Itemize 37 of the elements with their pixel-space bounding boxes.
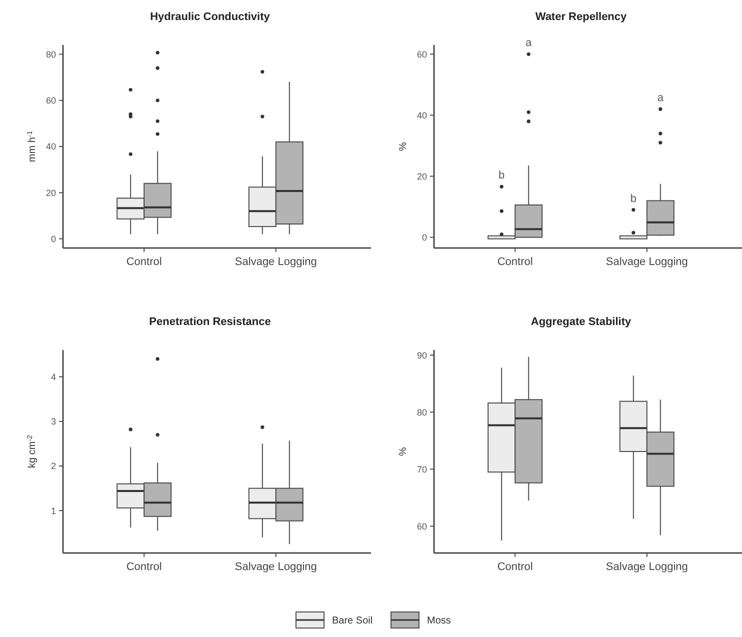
- y-tick-label: 0: [422, 232, 427, 242]
- chart-title: Hydraulic Conductivity: [150, 11, 271, 23]
- x-tick-label: Control: [126, 561, 162, 573]
- y-tick-label: 40: [416, 110, 427, 120]
- y-tick-label: 90: [416, 350, 427, 360]
- x-tick-label: Control: [497, 256, 533, 268]
- chart-title: Aggregate Stability: [530, 316, 632, 328]
- x-tick-label: Salvage Logging: [606, 256, 688, 268]
- x-tick-label: Salvage Logging: [234, 561, 317, 573]
- legend-label: Bare Soil: [332, 616, 373, 626]
- y-tick-label: 20: [46, 188, 56, 198]
- y-tick-label: 3: [50, 416, 56, 427]
- y-tick-label: 80: [416, 407, 427, 418]
- x-tick-label: Control: [126, 256, 162, 268]
- y-tick-label: 70: [416, 464, 427, 474]
- y-axis-title: %: [398, 142, 409, 151]
- y-tick-label: 2: [50, 461, 56, 472]
- y-tick-label: 40: [46, 142, 56, 152]
- legend-label: Moss: [427, 616, 451, 626]
- y-tick-label: 1: [50, 506, 56, 516]
- x-tick-label: Control: [497, 561, 533, 573]
- y-tick-label: 60: [416, 521, 427, 532]
- annotation: a: [526, 37, 533, 50]
- x-tick-label: Salvage Logging: [234, 256, 317, 268]
- y-tick-label: 0: [50, 234, 56, 244]
- annotation: b: [498, 170, 505, 182]
- x-tick-label: Salvage Logging: [606, 561, 688, 573]
- y-tick-label: 60: [416, 49, 427, 60]
- annotation: b: [630, 192, 636, 205]
- y-tick-label: 60: [46, 96, 56, 106]
- chart-title: Penetration Resistance: [149, 316, 271, 328]
- chart-title: Water Repellency: [535, 11, 628, 23]
- annotation: a: [657, 92, 664, 104]
- y-tick-label: 80: [46, 49, 56, 60]
- y-axis-title: %: [398, 446, 409, 456]
- y-tick-label: 4: [50, 372, 56, 382]
- y-tick-label: 20: [416, 171, 427, 182]
